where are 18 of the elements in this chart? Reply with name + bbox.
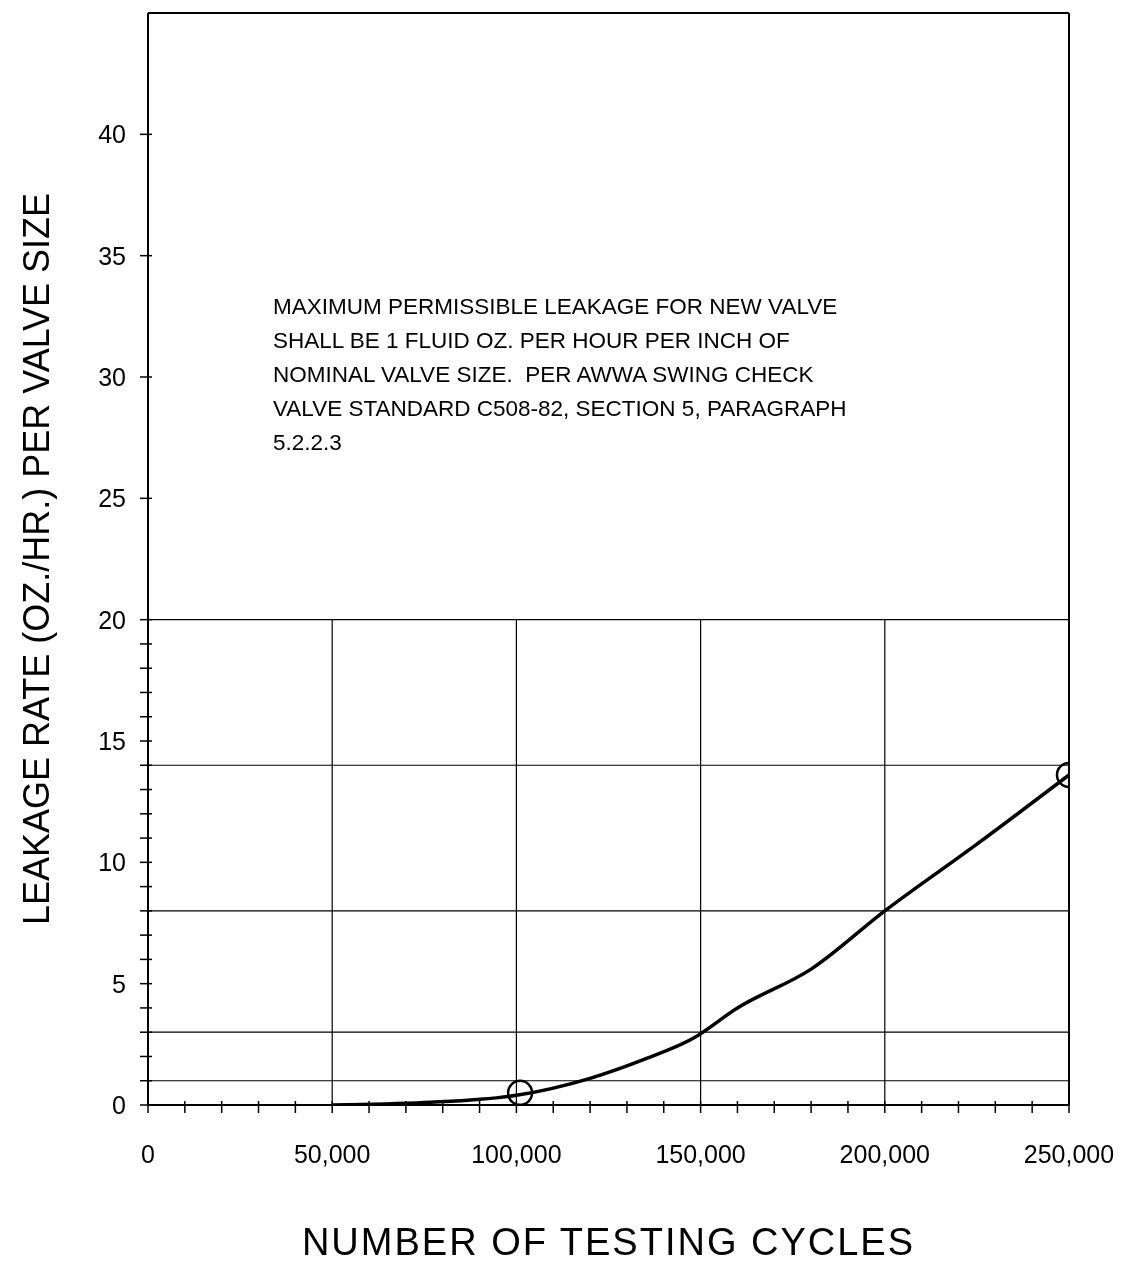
y-tick-label: 5	[112, 969, 126, 998]
y-tick-label: 0	[112, 1091, 126, 1119]
x-tick-label: 0	[141, 1140, 155, 1168]
y-tick-label: 20	[98, 605, 126, 634]
x-tick-label: 200,000	[839, 1140, 930, 1168]
x-tick-label: 50,000	[293, 1140, 371, 1168]
y-tick-label: 30	[98, 363, 126, 391]
x-tick-label: 250,000	[1023, 1140, 1115, 1168]
y-tick-label: 15	[98, 727, 126, 755]
y-tick-label: 10	[98, 848, 126, 877]
y-tick-label: 25	[98, 484, 126, 513]
x-tick-label: 150,000	[655, 1140, 746, 1168]
y-tick-label: 35	[98, 241, 126, 270]
y-tick-label: 40	[98, 120, 126, 149]
annotation: MAXIMUM PERMISSIBLE LEAKAGE FOR NEW VALVE SHALL BE 1 FLUID OZ. PER HOUR PER INCH OF NOMINAL VALVE SIZE. PER AWWA SWING CHECK VALVE STANDARD C508-82, SECTION 5, PARAGRAPH 5.2.2.3	[273, 293, 847, 457]
x-tick-label: 100,000	[471, 1140, 562, 1168]
x-axis-title: NUMBER OF TESTING CYCLES	[301, 1221, 916, 1263]
y-axis-title: LEAKAGE RATE (OZ./HR.) PER VALVE SIZE	[15, 192, 57, 926]
